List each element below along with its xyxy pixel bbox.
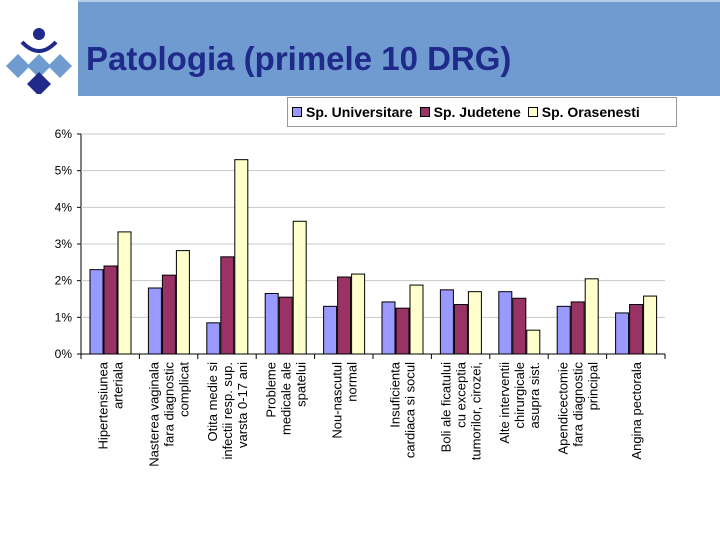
x-tick-label-line: spatelui	[293, 362, 308, 407]
x-tick-label-line: complicat	[177, 362, 192, 417]
bar-sp-universitare-1	[147, 287, 162, 355]
y-tick-label: 3%	[55, 237, 73, 251]
bar-sp-judetene-8	[570, 301, 585, 355]
x-tick-label-line: arteriala	[111, 361, 126, 409]
legend-label: Sp. Universitare	[306, 104, 413, 120]
x-tick-label-line: chirurgicale	[512, 362, 527, 428]
bar-sp-orasenesti-7	[526, 329, 541, 355]
y-tick-label: 1%	[55, 310, 73, 324]
x-tick-label-line: fara diagnostic	[570, 362, 585, 447]
bar-sp-orasenesti-6	[467, 291, 482, 355]
bar-sp-universitare-8	[556, 305, 571, 355]
legend-item-universitare: Sp. Universitare	[292, 104, 413, 120]
x-tick-label-line: principal	[585, 362, 600, 411]
bar-sp-orasenesti-5	[409, 284, 424, 355]
bar-sp-universitare-9	[615, 312, 630, 355]
bar-sp-orasenesti-9	[643, 295, 658, 355]
bar-sp-judetene-3	[278, 296, 293, 355]
x-tick-label-line: cu exceptia	[454, 361, 469, 428]
bar-sp-judetene-5	[395, 307, 410, 355]
x-tick-label-line: Otita medie si	[205, 362, 220, 442]
x-tick-label-line: Hipertensiunea	[96, 361, 111, 449]
x-tick-label-line: Alte interventii	[497, 362, 512, 444]
bar-sp-judetene-0	[103, 265, 118, 355]
legend-label: Sp. Orasenesti	[541, 104, 640, 120]
bar-sp-judetene-6	[453, 304, 468, 355]
x-tick-label-line: Apendicectomie	[555, 362, 570, 455]
x-tick-label: Alte interventii chirurgicale asupra sist.	[497, 362, 542, 444]
bar-sp-orasenesti-3	[292, 220, 307, 355]
x-tick-label-line: cardiaca si socul	[403, 362, 418, 458]
legend-label: Sp. Judetene	[433, 104, 521, 120]
bar-sp-universitare-7	[498, 291, 513, 355]
x-tick-label-line: tumorilor, cirozei,	[469, 362, 484, 460]
bar-sp-judetene-2	[220, 256, 235, 355]
x-tick-label-line: normal	[344, 362, 359, 402]
y-tick-label: 6%	[55, 127, 73, 141]
legend-swatch	[527, 107, 538, 117]
x-tick-label-line: Insuficienta	[388, 361, 403, 428]
bar-sp-judetene-9	[629, 304, 644, 355]
bar-sp-orasenesti-0	[117, 231, 132, 355]
x-tick-label-line: asupra sist.	[527, 362, 542, 428]
x-tick-label-line: Nou-nascutul	[329, 362, 344, 439]
x-tick-label-line: infectii resp. sup.	[220, 362, 235, 460]
x-tick-label-line: Nasterea vaginala	[147, 361, 162, 467]
y-tick-label: 4%	[55, 200, 73, 214]
diamond-logo-icon	[6, 28, 72, 94]
x-tick-label: Otita medie si infectii resp. sup. varsta …	[205, 362, 250, 460]
bar-sp-universitare-0	[89, 269, 104, 355]
bar-sp-universitare-5	[381, 301, 396, 355]
y-tick-label: 0%	[55, 347, 73, 361]
bar-sp-orasenesti-1	[175, 250, 190, 355]
legend-item-judetene: Sp. Judetene	[419, 104, 521, 120]
x-tick-label: Angina pectorala	[629, 361, 644, 459]
chart-legend: Sp. Universitare Sp. Judetene Sp. Orasen…	[287, 97, 677, 127]
x-tick-label-line: Boli ale ficatului	[439, 362, 454, 452]
x-tick-label-line: varsta 0-17 ani	[235, 362, 250, 448]
bar-sp-orasenesti-2	[234, 159, 249, 355]
x-tick-label: Boli ale ficatului cu exceptia tumorilor, …	[439, 361, 484, 460]
bar-sp-judetene-1	[161, 274, 176, 355]
bar-sp-universitare-6	[439, 289, 454, 355]
bar-sp-universitare-4	[323, 305, 338, 355]
y-tick-label: 5%	[55, 164, 73, 178]
title-bar-divider	[78, 0, 720, 2]
legend-swatch	[419, 107, 430, 117]
x-tick-label-line: Probleme	[263, 362, 278, 418]
bar-sp-orasenesti-8	[584, 278, 599, 355]
x-tick-label-line: Angina pectorala	[629, 361, 644, 459]
x-tick-label: Nou-nascutul normal	[329, 362, 359, 439]
bar-sp-universitare-3	[264, 293, 279, 355]
x-tick-label: Apendicectomie fara diagnostic principal	[555, 362, 600, 455]
bar-sp-judetene-4	[337, 276, 352, 355]
legend-item-orasenesti: Sp. Orasenesti	[527, 104, 640, 120]
x-tick-label-line: fara diagnostic	[162, 362, 177, 447]
x-tick-label: Nasterea vaginala fara diagnostic complica…	[147, 361, 192, 467]
legend-swatch	[292, 107, 302, 117]
bar-sp-judetene-7	[512, 297, 527, 355]
x-tick-label: Insuficienta cardiaca si socul	[388, 361, 418, 458]
x-tick-label: Hipertensiunea arteriala	[96, 361, 126, 449]
title-bar	[78, 0, 720, 96]
x-tick-label-line: medicale ale	[278, 362, 293, 435]
bar-sp-universitare-2	[206, 322, 221, 355]
y-tick-label: 2%	[55, 274, 73, 288]
page-title: Patologia (primele 10 DRG)	[86, 40, 512, 77]
bar-sp-orasenesti-4	[351, 273, 366, 355]
x-tick-label: Probleme medicale ale spatelui	[263, 362, 308, 435]
